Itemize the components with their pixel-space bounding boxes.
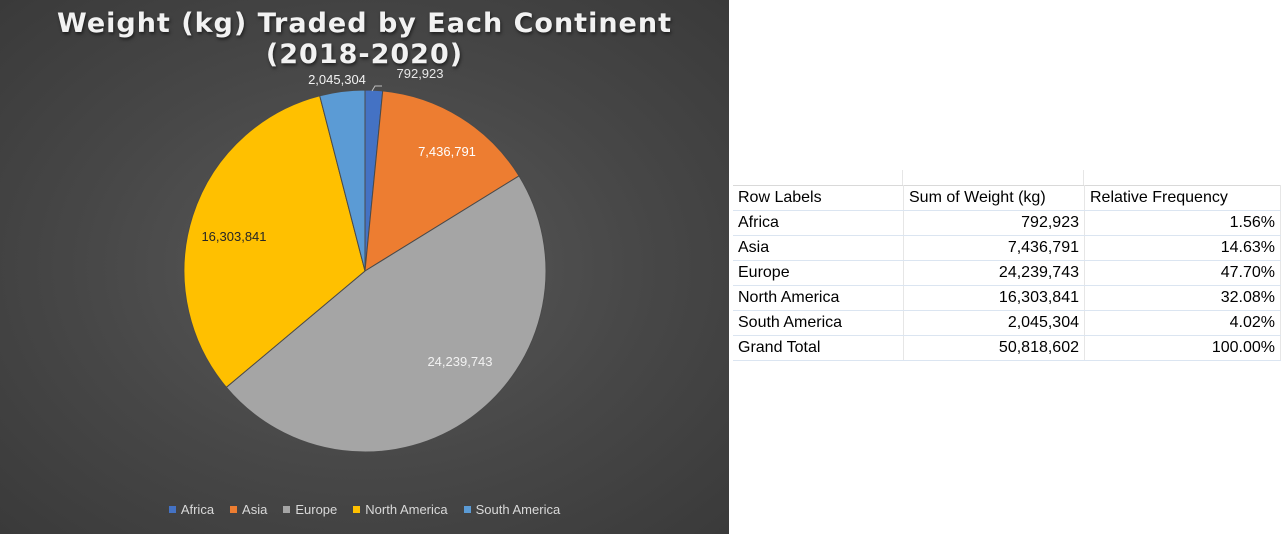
header-relative-frequency[interactable]: Relative Frequency xyxy=(1084,185,1281,211)
row-frequency[interactable]: 47.70% xyxy=(1084,260,1281,286)
legend-item-africa[interactable]: Africa xyxy=(168,502,215,517)
data-label-north-america: 16,303,841 xyxy=(201,229,266,244)
row-weight[interactable]: 2,045,304 xyxy=(903,310,1085,336)
legend-item-asia[interactable]: Asia xyxy=(230,502,267,517)
legend-label: North America xyxy=(365,502,448,517)
legend-label: Africa xyxy=(180,502,215,517)
header-row-labels[interactable]: Row Labels xyxy=(733,185,904,211)
row-weight[interactable]: 24,239,743 xyxy=(903,260,1085,286)
total-weight[interactable]: 50,818,602 xyxy=(903,335,1085,361)
pivot-header-row: Row Labels Sum of Weight (kg) Relative F… xyxy=(733,185,1281,211)
row-label[interactable]: South America xyxy=(733,310,904,336)
legend-swatch xyxy=(168,506,176,513)
chart-panel: 792,923 7,436,791 24,239,743 16,303,841 2,04… xyxy=(0,0,729,534)
pie-slice-asia[interactable] xyxy=(364,90,520,272)
row-label[interactable]: Europe xyxy=(733,260,904,286)
row-frequency[interactable]: 32.08% xyxy=(1084,285,1281,311)
data-label-south-america: 2,045,304 xyxy=(308,72,366,87)
table-row: Europe 24,239,743 47.70% xyxy=(733,260,1281,286)
data-label-europe: 24,239,743 xyxy=(427,354,492,369)
row-frequency[interactable]: 1.56% xyxy=(1084,210,1281,236)
row-frequency[interactable]: 4.02% xyxy=(1084,310,1281,336)
row-weight[interactable]: 16,303,841 xyxy=(903,285,1085,311)
legend-swatch xyxy=(230,506,238,513)
table-row: South America 2,045,304 4.02% xyxy=(733,310,1281,336)
pie-chart: 792,923 7,436,791 24,239,743 16,303,841 2,04… xyxy=(183,66,547,453)
legend-swatch xyxy=(283,506,291,513)
table-row: Asia 7,436,791 14.63% xyxy=(733,235,1281,261)
leader-line xyxy=(371,85,382,92)
row-label[interactable]: Africa xyxy=(733,210,904,236)
data-label-africa: 792,923 xyxy=(397,66,444,81)
pie-slice-south-america[interactable] xyxy=(319,89,366,272)
pivot-table: Row Labels Sum of Weight (kg) Relative F… xyxy=(733,185,1281,361)
legend-swatch xyxy=(353,506,361,513)
header-sum-weight[interactable]: Sum of Weight (kg) xyxy=(903,185,1085,211)
grid-line xyxy=(902,170,903,185)
legend-item-europe[interactable]: Europe xyxy=(283,502,337,517)
row-label[interactable]: Asia xyxy=(733,235,904,261)
data-label-asia: 7,436,791 xyxy=(418,144,476,159)
row-frequency[interactable]: 14.63% xyxy=(1084,235,1281,261)
total-frequency[interactable]: 100.00% xyxy=(1084,335,1281,361)
table-row: Africa 792,923 1.56% xyxy=(733,210,1281,236)
pie-slice-north-america[interactable] xyxy=(183,95,366,389)
legend-label: South America xyxy=(475,502,561,517)
legend-label: Europe xyxy=(295,502,338,517)
legend-swatch xyxy=(463,506,471,513)
legend-label: Asia xyxy=(242,502,268,517)
table-row: North America 16,303,841 32.08% xyxy=(733,285,1281,311)
chart-legend: Africa Asia Europe North America South Ameri… xyxy=(0,502,729,517)
chart-title: Weight (kg) Traded by Each Continent (20… xyxy=(57,8,672,70)
row-weight[interactable]: 792,923 xyxy=(903,210,1085,236)
pie-slice-europe[interactable] xyxy=(225,175,547,453)
legend-item-north-america[interactable]: North America xyxy=(353,502,448,517)
total-label[interactable]: Grand Total xyxy=(733,335,904,361)
grid-line xyxy=(1083,170,1084,185)
legend-item-south-america[interactable]: South America xyxy=(463,502,561,517)
row-weight[interactable]: 7,436,791 xyxy=(903,235,1085,261)
row-label[interactable]: North America xyxy=(733,285,904,311)
grand-total-row: Grand Total 50,818,602 100.00% xyxy=(733,335,1281,361)
